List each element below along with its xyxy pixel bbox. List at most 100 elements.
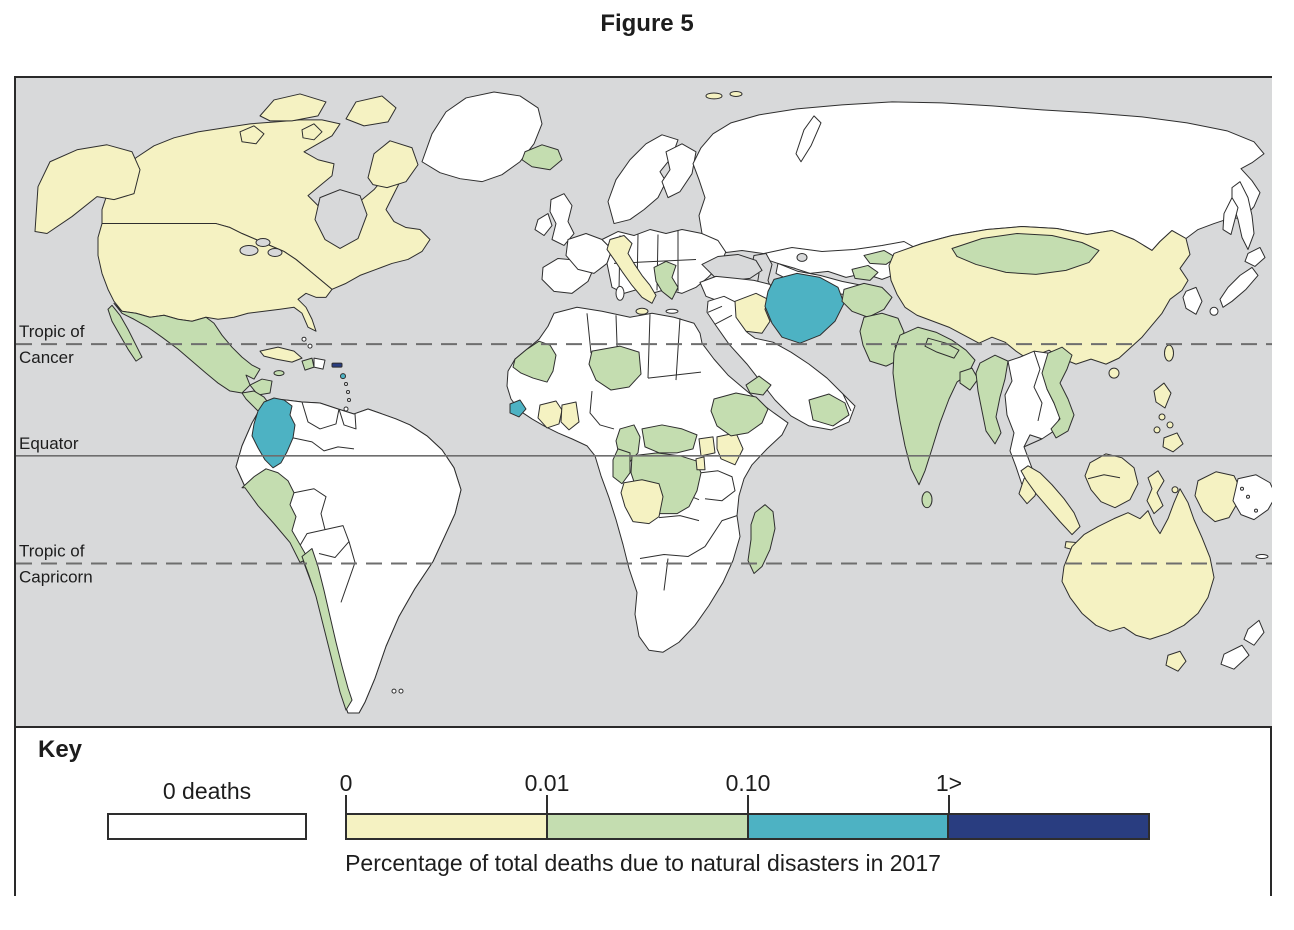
country-greenland	[421, 91, 543, 183]
key-swatch-over-1	[949, 813, 1150, 840]
country-tajikistan	[851, 264, 879, 281]
country-iraq	[734, 292, 771, 334]
pacific-island	[1246, 494, 1250, 499]
country-australia-tasmania	[1165, 650, 1187, 672]
country-colombia	[251, 397, 296, 469]
country-mexico-baja	[107, 304, 143, 362]
country-australia	[1061, 488, 1215, 640]
tropic-of-capricorn-label-1: Tropic of	[19, 542, 85, 561]
country-vietnam	[1041, 346, 1075, 439]
map-key: Key 0 deaths 0 0.01 0.10 1> Percentage o…	[16, 728, 1270, 896]
sardinia-island	[615, 285, 625, 301]
equator-label: Equator	[19, 434, 79, 453]
lesser-antilles-island	[346, 390, 350, 395]
moluccas-island	[1171, 486, 1179, 494]
country-cuba	[259, 346, 303, 363]
russia-central-asia	[692, 90, 1265, 304]
crete-island	[665, 308, 679, 314]
south-america	[235, 397, 462, 714]
north-america	[34, 91, 543, 428]
country-peru	[241, 468, 309, 564]
south-asia-east-asia	[888, 226, 1266, 509]
key-tick-010	[747, 795, 749, 813]
country-japan	[1219, 266, 1259, 308]
country-new-zealand-north	[1243, 619, 1265, 646]
page-title: Figure 5	[600, 10, 694, 37]
sumatra-island	[1020, 465, 1081, 536]
country-philippines-island	[1158, 413, 1166, 421]
country-congo	[612, 448, 631, 485]
country-indonesia-papua	[1194, 471, 1241, 523]
key-tick-0	[345, 795, 347, 813]
country-eritrea	[745, 375, 772, 396]
borneo-island	[1084, 453, 1139, 509]
country-philippines-island	[1153, 426, 1161, 434]
key-tick-label-001: 0.01	[524, 770, 570, 796]
indochina-borders	[1023, 350, 1043, 448]
middle-east-borders	[707, 305, 852, 412]
country-yemen	[808, 393, 850, 427]
key-tick-label-010: 0.10	[725, 770, 771, 796]
country-italy	[606, 235, 657, 304]
hudson-bay	[314, 189, 368, 250]
kamchatka-peninsula	[1231, 181, 1255, 250]
country-philippines-island	[1166, 421, 1174, 429]
key-tick-1	[948, 795, 950, 813]
southeast-asia-oceania	[1018, 382, 1272, 672]
country-italy-sicily	[635, 307, 649, 315]
bahamas-island	[301, 336, 307, 342]
country-ethiopia	[710, 392, 769, 437]
country-madagascar	[747, 504, 776, 574]
country-united-kingdom	[549, 193, 575, 246]
world-map: Tropic of Cancer Equator Tropic of Capri…	[16, 78, 1272, 728]
country-cote-divoire	[537, 400, 563, 429]
borneo-border	[1087, 474, 1121, 480]
tropic-of-cancer-label-1: Tropic of	[19, 322, 85, 341]
country-niger	[588, 345, 642, 391]
key-swatch-0-to-001	[345, 813, 548, 840]
pacific-island	[1240, 486, 1244, 491]
africa	[506, 306, 789, 653]
country-sierra-leone	[509, 399, 527, 418]
falkland-island	[391, 688, 397, 694]
great-lake	[239, 244, 259, 256]
europe	[521, 134, 727, 315]
country-puerto-rico	[331, 362, 343, 368]
country-greece	[653, 260, 679, 300]
great-lake	[255, 238, 271, 247]
country-myanmar	[975, 354, 1009, 445]
key-tick-label-0: 0	[339, 770, 353, 796]
country-south-korea	[1182, 286, 1203, 315]
country-haiti	[301, 357, 315, 371]
country-mongolia	[951, 233, 1100, 275]
country-china	[888, 226, 1191, 365]
country-mauritania	[512, 340, 557, 383]
country-india	[892, 326, 976, 486]
country-ghana	[560, 401, 580, 431]
key-caption: Percentage of total deaths due to natura…	[345, 850, 941, 876]
hainan-island	[1108, 367, 1120, 379]
country-japan-hokkaido	[1244, 246, 1266, 267]
key-tick-001	[546, 795, 548, 813]
country-usa-alaska	[34, 144, 141, 235]
lesser-antilles-island	[344, 382, 348, 387]
country-chile	[301, 548, 353, 711]
country-philippines-luzon	[1153, 382, 1172, 409]
world-map-svg: Tropic of Cancer Equator Tropic of Capri…	[16, 90, 1272, 714]
south-america-borders	[292, 401, 357, 603]
country-iceland	[521, 144, 563, 171]
lesser-antilles-island	[347, 398, 351, 402]
great-lake	[267, 247, 283, 257]
key-title: Key	[38, 736, 83, 763]
caribbean	[259, 336, 351, 412]
country-canada-arctic-islands	[239, 93, 419, 189]
key-tick-label-1: 1>	[935, 770, 963, 796]
country-taiwan	[1164, 344, 1174, 362]
countries-rwanda-burundi	[695, 456, 706, 471]
key-swatch-010-to-1	[748, 813, 950, 840]
novaya-zemlya	[795, 115, 822, 163]
middle-east	[699, 249, 905, 431]
country-central-african-republic	[641, 424, 698, 454]
country-papua-new-guinea	[1232, 474, 1272, 521]
country-iran	[764, 272, 845, 344]
